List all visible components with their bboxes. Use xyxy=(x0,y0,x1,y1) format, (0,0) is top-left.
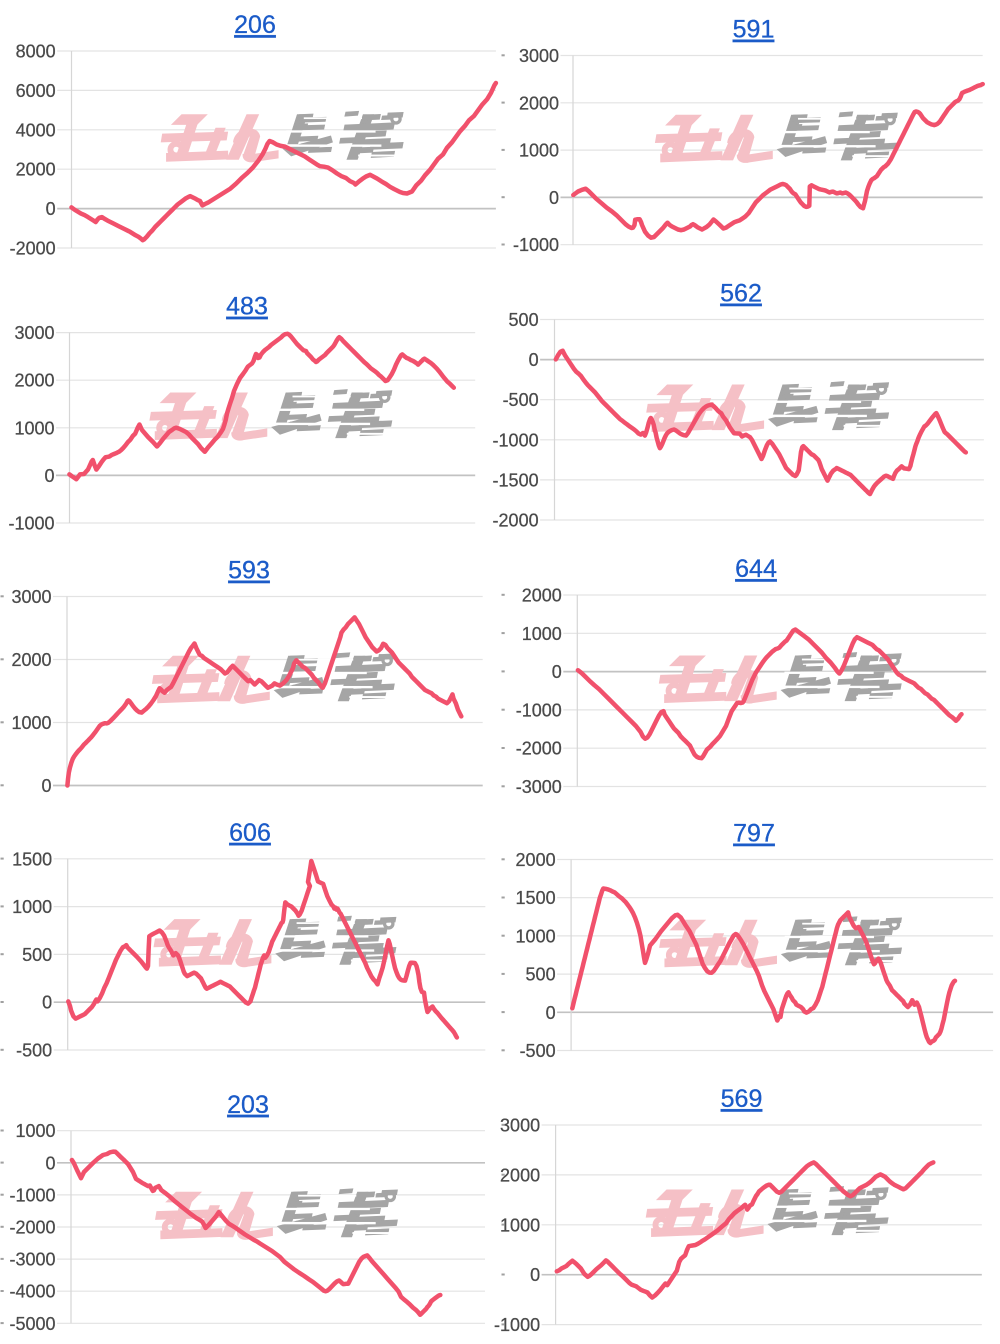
svg-text:2000: 2000 xyxy=(16,160,56,180)
svg-text:1000: 1000 xyxy=(516,926,556,946)
svg-text:1000: 1000 xyxy=(12,897,52,917)
svg-text:-1000: -1000 xyxy=(493,430,539,450)
svg-text:0: 0 xyxy=(46,199,56,219)
svg-text:483: 483 xyxy=(226,293,268,321)
svg-text:-500: -500 xyxy=(16,1041,52,1061)
svg-text:2000: 2000 xyxy=(516,850,556,870)
svg-text:-1000: -1000 xyxy=(9,1185,55,1205)
svg-text:-3000: -3000 xyxy=(516,777,562,797)
svg-text:3000: 3000 xyxy=(14,323,54,343)
svg-text:591: 591 xyxy=(733,16,775,44)
svg-text:3000: 3000 xyxy=(11,587,51,607)
svg-text:-1000: -1000 xyxy=(516,700,562,720)
svg-text:-1000: -1000 xyxy=(494,1315,540,1335)
svg-text:0: 0 xyxy=(546,1003,556,1023)
svg-text:2000: 2000 xyxy=(522,586,562,606)
svg-text:3000: 3000 xyxy=(500,1116,540,1136)
svg-text:1000: 1000 xyxy=(11,713,51,733)
svg-text:0: 0 xyxy=(552,662,562,682)
svg-text:1000: 1000 xyxy=(500,1215,540,1235)
svg-text:606: 606 xyxy=(229,819,271,847)
svg-text:-1000: -1000 xyxy=(513,235,559,255)
svg-text:644: 644 xyxy=(735,555,777,583)
svg-text:0: 0 xyxy=(549,188,559,208)
svg-text:500: 500 xyxy=(526,965,556,985)
svg-text:-2000: -2000 xyxy=(9,1218,55,1238)
svg-text:-2000: -2000 xyxy=(10,239,56,259)
svg-text:6000: 6000 xyxy=(16,81,56,101)
svg-text:0: 0 xyxy=(530,1265,540,1285)
svg-text:-1500: -1500 xyxy=(493,470,539,490)
svg-text:3000: 3000 xyxy=(519,46,559,66)
svg-text:2000: 2000 xyxy=(519,93,559,113)
svg-text:2000: 2000 xyxy=(11,650,51,670)
svg-text:2000: 2000 xyxy=(14,371,54,391)
svg-text:0: 0 xyxy=(42,993,52,1013)
svg-text:1000: 1000 xyxy=(519,141,559,161)
svg-text:-500: -500 xyxy=(520,1041,556,1061)
svg-text:-5000: -5000 xyxy=(9,1314,55,1334)
svg-text:8000: 8000 xyxy=(16,42,56,62)
svg-text:1000: 1000 xyxy=(522,624,562,644)
svg-text:2000: 2000 xyxy=(500,1165,540,1185)
svg-text:797: 797 xyxy=(733,820,775,848)
svg-text:500: 500 xyxy=(22,945,52,965)
svg-text:-4000: -4000 xyxy=(9,1282,55,1302)
svg-text:-2000: -2000 xyxy=(493,511,539,531)
svg-text:562: 562 xyxy=(720,280,762,308)
svg-text:500: 500 xyxy=(509,310,539,330)
svg-text:569: 569 xyxy=(721,1085,763,1113)
svg-text:-1000: -1000 xyxy=(8,514,54,534)
svg-text:203: 203 xyxy=(227,1091,269,1119)
svg-text:1000: 1000 xyxy=(14,418,54,438)
svg-text:0: 0 xyxy=(529,350,539,370)
svg-text:0: 0 xyxy=(41,776,51,796)
svg-text:0: 0 xyxy=(45,1153,55,1173)
svg-text:-2000: -2000 xyxy=(516,739,562,759)
svg-text:-500: -500 xyxy=(503,390,539,410)
svg-text:4000: 4000 xyxy=(16,120,56,140)
svg-text:206: 206 xyxy=(234,11,276,39)
svg-text:1500: 1500 xyxy=(12,849,52,869)
svg-text:0: 0 xyxy=(44,466,54,486)
svg-text:1500: 1500 xyxy=(516,888,556,908)
svg-text:593: 593 xyxy=(228,557,270,585)
svg-text:-3000: -3000 xyxy=(9,1250,55,1270)
svg-text:1000: 1000 xyxy=(15,1121,55,1141)
